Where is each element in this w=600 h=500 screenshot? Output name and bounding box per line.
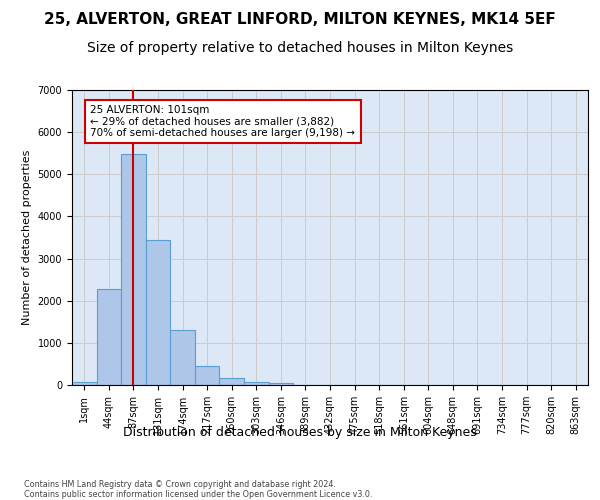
Bar xyxy=(170,330,195,385)
Bar xyxy=(121,154,146,385)
Text: Size of property relative to detached houses in Milton Keynes: Size of property relative to detached ho… xyxy=(87,41,513,55)
Bar xyxy=(195,366,220,385)
Bar xyxy=(146,240,170,385)
Text: Distribution of detached houses by size in Milton Keynes: Distribution of detached houses by size … xyxy=(123,426,477,439)
Text: 25 ALVERTON: 101sqm
← 29% of detached houses are smaller (3,882)
70% of semi-det: 25 ALVERTON: 101sqm ← 29% of detached ho… xyxy=(91,104,355,138)
Y-axis label: Number of detached properties: Number of detached properties xyxy=(22,150,32,325)
Bar xyxy=(72,382,97,385)
Bar xyxy=(244,382,269,385)
Bar xyxy=(220,378,244,385)
Text: Contains HM Land Registry data © Crown copyright and database right 2024.
Contai: Contains HM Land Registry data © Crown c… xyxy=(24,480,373,499)
Text: 25, ALVERTON, GREAT LINFORD, MILTON KEYNES, MK14 5EF: 25, ALVERTON, GREAT LINFORD, MILTON KEYN… xyxy=(44,12,556,28)
Bar xyxy=(269,383,293,385)
Bar xyxy=(97,290,121,385)
